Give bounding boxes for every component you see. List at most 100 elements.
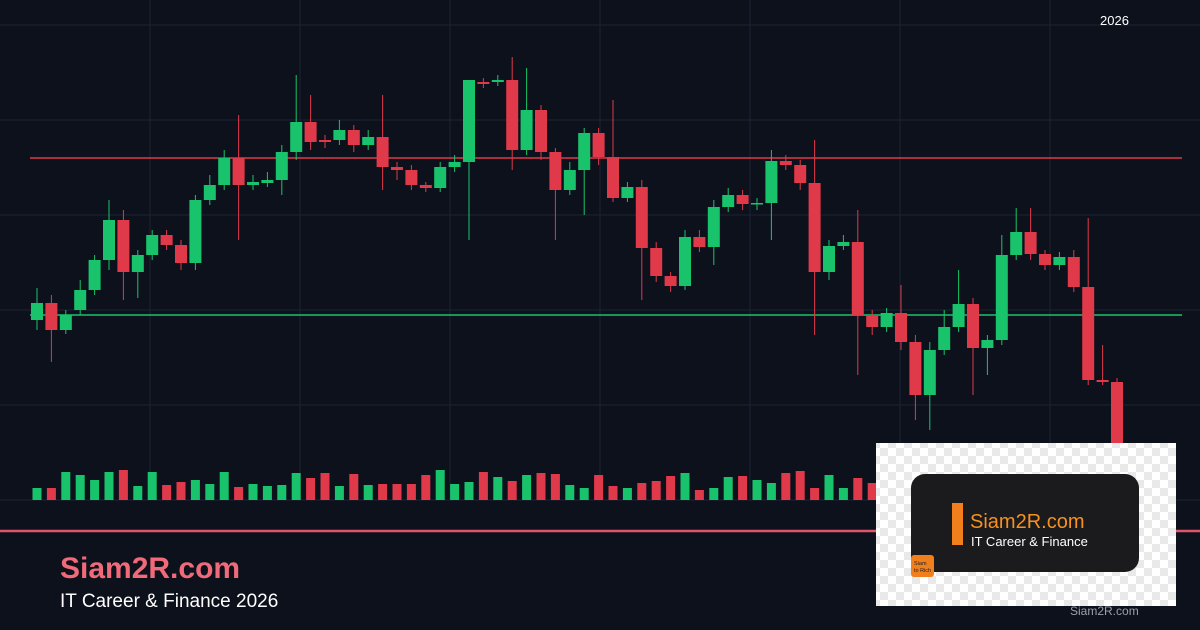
- candle-body: [1082, 287, 1095, 380]
- candle-body: [1096, 380, 1109, 382]
- volume-bar: [46, 488, 56, 500]
- volume-bar: [622, 488, 632, 500]
- volume-bar: [867, 483, 877, 500]
- candle-body: [880, 313, 893, 327]
- candle-body: [808, 183, 821, 272]
- candle-body: [779, 161, 792, 165]
- volume-bar: [421, 475, 431, 500]
- volume-bar: [651, 481, 661, 500]
- candle-body: [74, 290, 87, 310]
- volume-bar: [435, 470, 445, 500]
- logo-subtitle: IT Career & Finance: [971, 534, 1088, 549]
- candle-body: [304, 122, 317, 142]
- candle-body: [232, 158, 245, 185]
- candle-body: [290, 122, 303, 152]
- volume-bar: [32, 488, 42, 500]
- volume-bar: [781, 473, 791, 500]
- candle-body: [952, 304, 965, 327]
- candle-body: [549, 152, 562, 190]
- volume-bar: [738, 476, 748, 500]
- volume-bar: [608, 486, 618, 500]
- candle-body: [707, 207, 720, 247]
- candle-body: [31, 303, 43, 320]
- brand: Siam2R.com: [60, 552, 240, 585]
- candle-body: [1067, 257, 1080, 287]
- candle-body: [376, 137, 389, 167]
- candle-body: [1024, 232, 1037, 254]
- candle-body: [261, 180, 274, 183]
- volume-bar: [363, 485, 373, 500]
- candle-body: [463, 80, 475, 162]
- logo-icon: [911, 555, 934, 577]
- volume-bar: [205, 484, 215, 500]
- candle-body: [247, 182, 259, 185]
- candle-body: [1111, 382, 1123, 460]
- volume-bar: [493, 477, 503, 500]
- candle-body: [693, 237, 706, 247]
- volume-bar: [320, 473, 330, 500]
- candle-body: [866, 315, 879, 327]
- candle-body: [923, 350, 936, 395]
- candle-body: [563, 170, 576, 190]
- volume-bar: [853, 478, 863, 500]
- candle-body: [794, 165, 807, 183]
- volume-bar: [709, 488, 719, 500]
- candle-body: [448, 162, 461, 167]
- volume-bar: [766, 483, 776, 500]
- volume-bar: [118, 470, 128, 500]
- candle-body: [722, 195, 735, 207]
- candle-body: [1053, 257, 1066, 265]
- candle-body: [520, 110, 533, 150]
- candle-body: [175, 245, 187, 263]
- volume-bar: [594, 475, 604, 500]
- candle-body: [103, 220, 115, 260]
- volume-bar: [694, 490, 704, 500]
- volume-bar: [536, 473, 546, 500]
- volume-bar: [277, 485, 287, 500]
- candle-body: [765, 161, 778, 203]
- volume-bar: [824, 475, 834, 500]
- candle-body: [851, 242, 864, 315]
- candle-body: [895, 313, 907, 342]
- volume-bar: [392, 484, 402, 500]
- candle-body: [319, 140, 331, 142]
- candle-body: [995, 255, 1008, 340]
- volume-bar: [723, 477, 733, 500]
- candle-body: [218, 158, 231, 185]
- volume-bar: [522, 475, 532, 500]
- volume-bar: [219, 472, 229, 500]
- candle-body: [88, 260, 101, 290]
- volume-bar: [349, 474, 359, 500]
- candle-body: [592, 133, 605, 157]
- candle-body: [1039, 254, 1051, 265]
- volume-bar: [680, 473, 690, 500]
- candle-body: [189, 200, 202, 263]
- candle-body: [664, 276, 677, 286]
- volume-bar: [464, 482, 474, 500]
- candle-body: [391, 167, 403, 170]
- tagline: IT Career & Finance 2026: [60, 591, 278, 612]
- candle-body: [59, 315, 72, 330]
- logo-title: Siam2R.com: [970, 511, 1084, 533]
- candle-body: [621, 187, 634, 198]
- candle-body: [434, 167, 447, 188]
- candle-body: [823, 246, 835, 272]
- logo-panel: [911, 474, 1139, 572]
- volume-bar: [507, 481, 517, 500]
- volume-bar: [579, 488, 589, 500]
- candle-body: [607, 157, 619, 198]
- candle-body: [405, 170, 418, 185]
- volume-bar: [406, 484, 416, 500]
- candle-body: [938, 327, 951, 350]
- volume-bar: [334, 486, 344, 500]
- volume-bar: [291, 473, 301, 500]
- candle-body: [909, 342, 922, 395]
- volume-bar: [450, 484, 460, 500]
- volume-bar: [234, 487, 244, 500]
- year-label: 2026: [1100, 13, 1129, 28]
- candle-body: [203, 185, 216, 200]
- candle-body: [160, 235, 173, 245]
- volume-bar: [133, 486, 143, 500]
